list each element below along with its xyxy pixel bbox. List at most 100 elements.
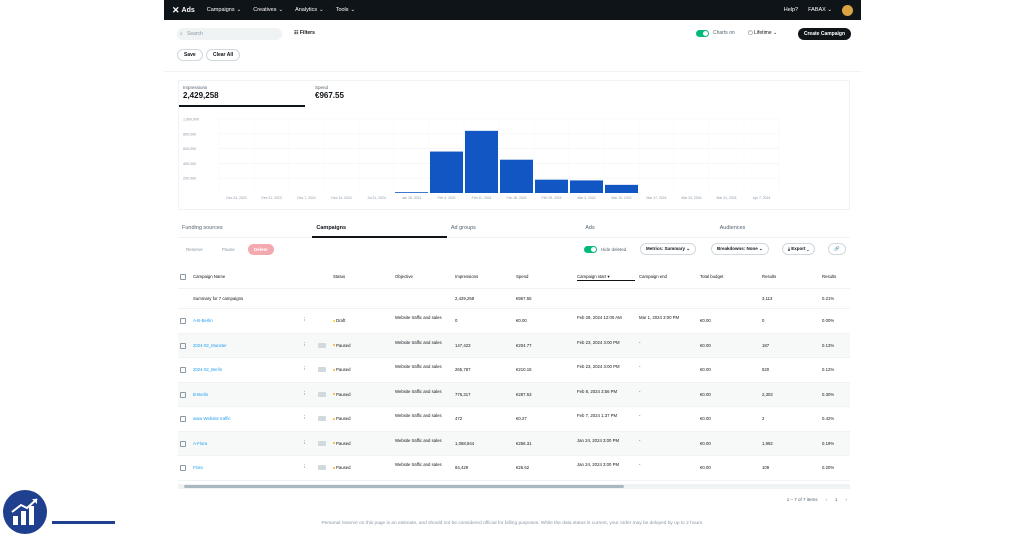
pause-chip[interactable]: Pause xyxy=(222,247,235,252)
x-tick-label: Feb 4, 2024 xyxy=(437,196,455,200)
campaign-name-link[interactable]: Flora xyxy=(193,465,203,470)
nav-creatives[interactable]: Creatives ⌄ xyxy=(253,7,284,13)
row-menu-icon[interactable]: ⋮ xyxy=(302,390,307,396)
col-campaign-end[interactable]: Campaign end xyxy=(639,274,667,279)
row-menu-icon[interactable]: ⋮ xyxy=(302,439,307,445)
filters-button[interactable]: ☷ Filters xyxy=(288,28,321,40)
tab-ads[interactable]: Ads xyxy=(581,220,716,238)
status-toggle[interactable] xyxy=(318,342,326,349)
table-row[interactable]: A-Flora ⋮ Paused Website traffic and sales 1… xyxy=(178,431,850,456)
avatar[interactable] xyxy=(842,4,853,16)
campaign-name-link[interactable]: 2024-02_Berlin xyxy=(193,367,223,372)
chevron-down-icon: ⌄ xyxy=(350,7,356,13)
tab-ad-groups[interactable]: Ad groups xyxy=(446,220,582,238)
campaign-name-link[interactable]: B-Berlin xyxy=(193,391,209,397)
row-menu-icon[interactable]: ⋮ xyxy=(302,464,307,469)
end-cell: - xyxy=(639,462,641,467)
rate-cell: 0.30% xyxy=(822,391,835,397)
status-badge: Paused xyxy=(333,343,351,349)
export-button[interactable]: ⤓ Export ⌄ xyxy=(782,243,815,255)
link-button[interactable]: 🔗 xyxy=(828,243,846,255)
start-cell: Feb 23, 2024 3:00 PM xyxy=(577,339,620,345)
brand-logo[interactable]: ✕ Ads xyxy=(172,4,195,15)
row-menu-icon[interactable]: ⋮ xyxy=(302,415,307,420)
page-number[interactable]: 1 xyxy=(834,497,838,502)
nav-tools[interactable]: Tools ⌄ xyxy=(335,7,356,13)
save-button[interactable]: Save xyxy=(177,49,203,61)
link-icon: 🔗 xyxy=(834,246,840,251)
col-status[interactable]: Status xyxy=(333,274,346,279)
prev-page-button[interactable]: ‹ xyxy=(825,497,827,502)
table-row[interactable]: 2024-02_Berlin ⋮ Paused Website traffic and… xyxy=(178,358,850,383)
status-toggle[interactable] xyxy=(318,465,326,471)
campaign-name-link[interactable]: A-B-Berlin xyxy=(193,318,213,323)
next-page-button[interactable]: › xyxy=(845,497,848,502)
account-switcher[interactable]: FABAX ⌄ xyxy=(808,7,832,13)
create-campaign-button[interactable]: Create Campaign xyxy=(797,28,851,40)
row-checkbox[interactable] xyxy=(180,342,186,349)
table-row[interactable]: www Website traffic ⋮ Paused Website traffi… xyxy=(178,407,850,432)
entity-tabs: Funding sources Campaigns Ad groups Ads … xyxy=(178,220,851,238)
row-checkbox[interactable] xyxy=(180,465,186,471)
charts-toggle[interactable] xyxy=(696,30,709,37)
metric-tab-spend[interactable]: Spend €967.55 xyxy=(315,85,344,100)
row-checkbox[interactable] xyxy=(180,416,186,422)
col-campaign-start[interactable]: Campaign start ▾ xyxy=(577,274,635,281)
status-toggle[interactable] xyxy=(318,391,326,398)
hide-deleted-toggle[interactable] xyxy=(584,246,597,253)
status-badge: Paused xyxy=(333,465,351,471)
chevron-down-icon: ⌄ xyxy=(236,7,242,13)
col-spend[interactable]: Spend xyxy=(516,274,529,279)
metric-tab-impressions[interactable]: Impressions 2,429,258 xyxy=(179,81,305,107)
row-checkbox[interactable] xyxy=(180,391,186,398)
status-toggle[interactable] xyxy=(318,440,326,447)
pagination-count: 1 – 7 of 7 items xyxy=(786,497,818,502)
tab-campaigns[interactable]: Campaigns xyxy=(312,220,447,238)
row-menu-icon[interactable]: ⋮ xyxy=(302,366,307,371)
breakdowns-dropdown[interactable]: Breakdowns: None ⌄ xyxy=(711,243,769,255)
scrollbar-thumb[interactable] xyxy=(184,485,624,488)
campaign-name-link[interactable]: A-Flora xyxy=(193,440,208,446)
table-row[interactable]: A-B-Berlin ⋮ Draft Website traffic and sale… xyxy=(178,309,850,334)
nav-campaigns[interactable]: Campaigns ⌄ xyxy=(206,7,242,13)
search-input[interactable]: ⌕ Search xyxy=(177,28,282,40)
delete-chip[interactable]: Delete xyxy=(248,244,274,255)
campaign-name-link[interactable]: 2024-02_Munster xyxy=(193,342,227,348)
table-row[interactable]: B-Berlin ⋮ Paused Website traffic and sales… xyxy=(178,382,850,407)
row-checkbox[interactable] xyxy=(180,367,186,373)
x-tick-label: Apr 7, 2024 xyxy=(753,196,771,200)
row-menu-icon[interactable]: ⋮ xyxy=(302,317,307,322)
row-menu-icon[interactable]: ⋮ xyxy=(302,341,307,347)
reserve-chip[interactable]: Reserve xyxy=(186,247,203,252)
col-impressions[interactable]: Impressions xyxy=(455,274,479,279)
nav-analytics[interactable]: Analytics ⌄ xyxy=(295,7,324,13)
start-cell: Feb 23, 2024 3:00 PM xyxy=(577,364,620,369)
row-checkbox[interactable] xyxy=(180,440,186,447)
col-total-budget[interactable]: Total budget xyxy=(700,274,724,279)
col-objective[interactable]: Objective xyxy=(395,274,413,279)
x-tick-label: Jan 28, 2024 xyxy=(402,196,422,200)
row-checkbox[interactable] xyxy=(180,318,186,324)
status-toggle[interactable] xyxy=(318,416,326,422)
horizontal-scrollbar[interactable] xyxy=(178,484,850,489)
spend-cell: €210.15 xyxy=(516,367,532,372)
select-all-checkbox[interactable] xyxy=(180,274,186,280)
summary-rate: 0.21% xyxy=(822,296,835,301)
col-results-rate[interactable]: Results xyxy=(822,274,837,279)
col-campaign-name[interactable]: Campaign Name xyxy=(193,274,226,279)
table-row[interactable]: Flora ⋮ Paused Website traffic and sales 84,… xyxy=(178,456,850,481)
metrics-dropdown[interactable]: Metrics: Summary ⌄ xyxy=(640,243,697,255)
lifetime-dropdown[interactable]: ▢ Lifetime ⌄ xyxy=(748,30,778,36)
campaign-name-link[interactable]: www Website traffic xyxy=(193,416,231,421)
end-cell: - xyxy=(639,339,641,345)
table-row[interactable]: 2024-02_Munster ⋮ Paused Website traffic an… xyxy=(178,333,850,358)
tab-audiences[interactable]: Audiences xyxy=(715,220,851,238)
clear-all-button[interactable]: Clear All xyxy=(206,49,241,61)
help-link[interactable]: Help? xyxy=(783,7,799,13)
y-tick-label: 400,000 xyxy=(183,162,196,166)
summary-results: 3,113 xyxy=(762,296,773,301)
status-toggle[interactable] xyxy=(318,367,326,373)
spend-cell: €256.31 xyxy=(516,440,532,446)
col-results[interactable]: Results xyxy=(762,274,777,279)
tab-funding-sources[interactable]: Funding sources xyxy=(178,220,313,238)
